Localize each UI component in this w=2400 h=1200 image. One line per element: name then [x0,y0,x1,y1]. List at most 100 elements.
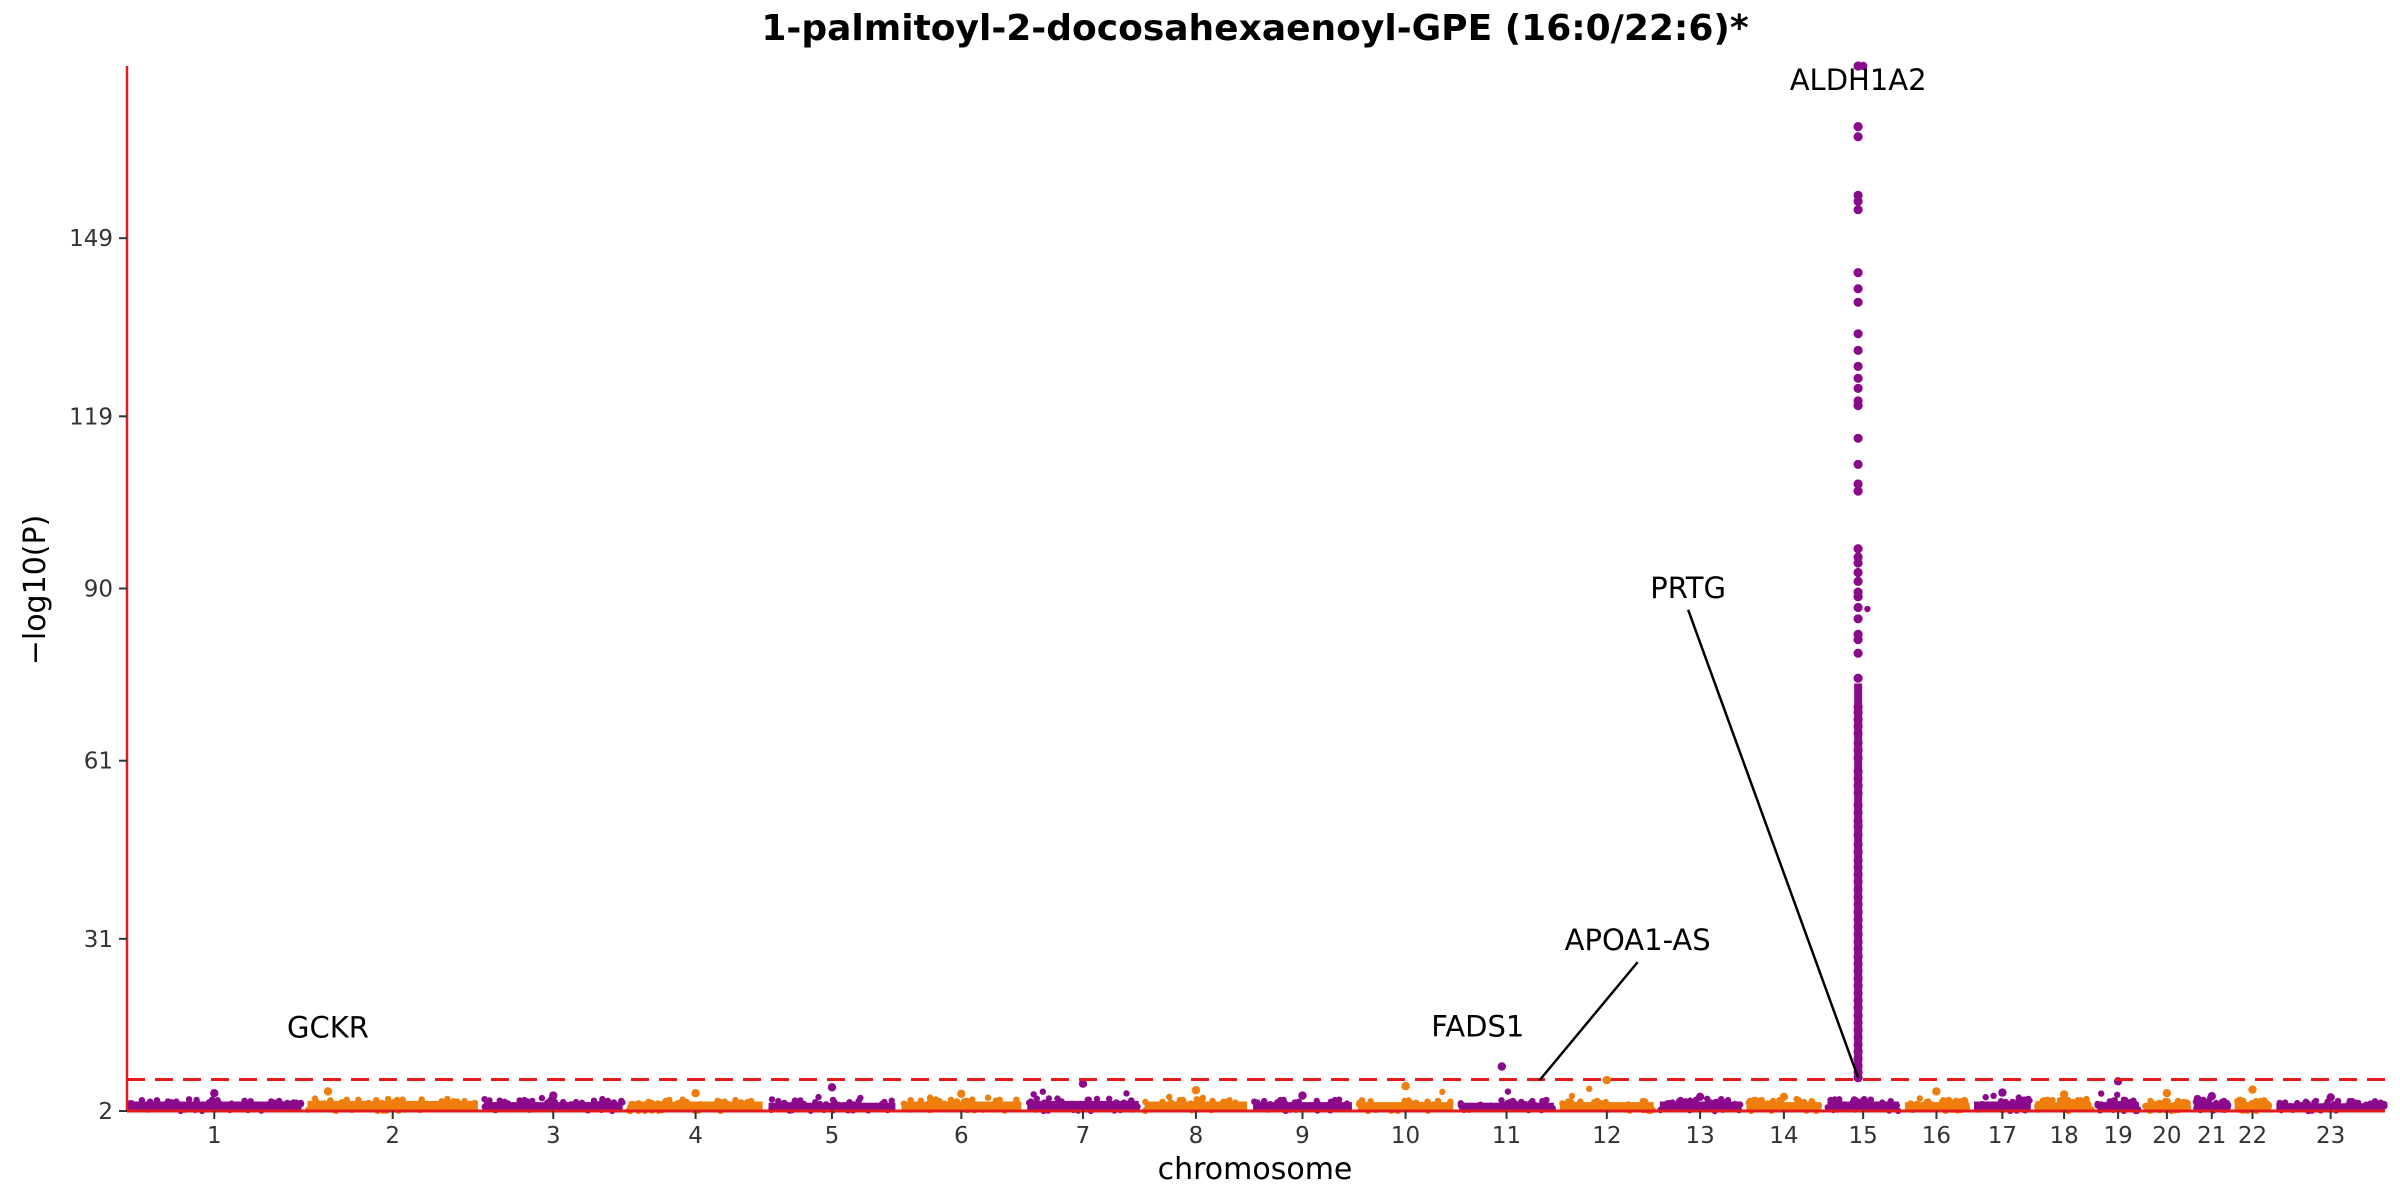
snp-point [756,1103,763,1110]
snp-point [791,1097,799,1105]
snp-point [768,1096,776,1103]
snp-point [2234,1097,2241,1105]
snp-point [1341,1102,1348,1109]
chromosome-13-band [1659,1101,1741,1111]
snp-point [1120,1099,1128,1106]
snp-point [2061,1096,2068,1104]
x-tick-label: 22 [2238,1123,2267,1149]
snp-point [1477,1101,1484,1108]
peak-point-chr2 [323,1087,333,1096]
snp-point [969,1096,976,1103]
peak-point-chr1 [210,1089,219,1098]
snp-point [2120,1096,2128,1104]
x-tick-label: 23 [2316,1123,2345,1149]
peak-snp-point [1853,576,1863,587]
snp-point [645,1098,652,1106]
snp-point [1815,1102,1823,1110]
peak-snp-point [1853,673,1863,683]
x-tick-label: 7 [1076,1123,1091,1149]
snp-point [1724,1097,1732,1104]
snp-point [1841,1103,1849,1111]
snp-point [1045,1095,1053,1102]
snp-point [209,1096,216,1103]
snp-point [775,1097,782,1105]
snp-point [2312,1097,2320,1105]
snp-point [184,1102,191,1110]
snp-point [1586,1085,1593,1093]
snp-point [659,1100,666,1108]
snp-point [1415,1104,1423,1112]
snp-point [1362,1102,1370,1109]
snp-point [1170,1104,1177,1111]
gene-label-prtg: PRTG [1650,571,1726,605]
peak-snp-point [1853,544,1863,554]
snp-point [396,1103,404,1111]
snp-point [610,1099,618,1106]
snp-point [922,1102,929,1109]
snp-point [1232,1099,1239,1106]
snp-point [1588,1104,1595,1111]
snp-point [399,1096,406,1103]
snp-point [599,1095,606,1103]
snp-point [654,1100,661,1107]
x-tick-label: 4 [688,1123,703,1149]
snp-point [338,1099,345,1106]
snp-point [733,1100,740,1108]
snp-point [1809,1098,1816,1106]
snp-point [250,1101,258,1109]
snp-point [530,1103,537,1110]
snp-point [467,1103,475,1110]
snp-point [1457,1100,1465,1107]
peak-snp-point [1853,361,1863,371]
snp-point [521,1096,528,1104]
x-tick-label: 19 [2103,1123,2132,1149]
peak-snp-point [1853,459,1863,469]
peak-snp-point [1853,61,1863,71]
snp-point [1036,1102,1043,1110]
peak-point-chr12 [1602,1075,1612,1085]
snp-point [666,1096,673,1104]
x-tick-label: 14 [1769,1123,1798,1149]
snp-point [561,1101,568,1108]
snp-point [417,1099,425,1106]
snp-point [1093,1095,1101,1103]
snp-point [1314,1100,1321,1107]
peak-snp-point [1853,132,1863,142]
peak-point-chr6 [957,1089,966,1099]
y-axis-title: −log10(P) [18,515,53,666]
snp-point [1193,1096,1201,1103]
peak-snp-point [1853,373,1863,383]
snp-point [390,1099,397,1106]
chromosome-7-band [1027,1100,1139,1111]
snp-point [201,1104,208,1111]
snp-point [1367,1098,1374,1105]
snp-point [966,1101,973,1108]
snp-point [713,1102,720,1109]
snp-point [2249,1103,2257,1111]
snp-point [2044,1096,2051,1104]
peak-snp-point [1853,284,1863,294]
y-tick-label: 90 [84,577,113,603]
x-tick-label: 15 [1849,1123,1878,1149]
snp-point [2049,1096,2056,1104]
snp-point [683,1098,690,1106]
snp-point [779,1103,786,1111]
snp-point [1013,1096,1020,1103]
snp-point [1167,1099,1175,1106]
snp-point [1638,1102,1645,1110]
snp-point [2142,1103,2149,1110]
snp-point [2299,1101,2306,1109]
snp-point [2003,1099,2010,1106]
gene-label-fads1: FADS1 [1431,1009,1524,1043]
snp-point [1216,1103,1223,1110]
snp-point [1033,1095,1041,1102]
snp-point [1447,1098,1454,1105]
chromosome-9-points [1251,1091,1352,1115]
y-tick-label: 61 [84,749,113,775]
snp-point [917,1097,924,1104]
x-tick-label: 5 [825,1123,840,1149]
x-tick-label: 11 [1492,1123,1521,1149]
snp-point [1860,1096,1867,1103]
snp-point [153,1097,161,1104]
